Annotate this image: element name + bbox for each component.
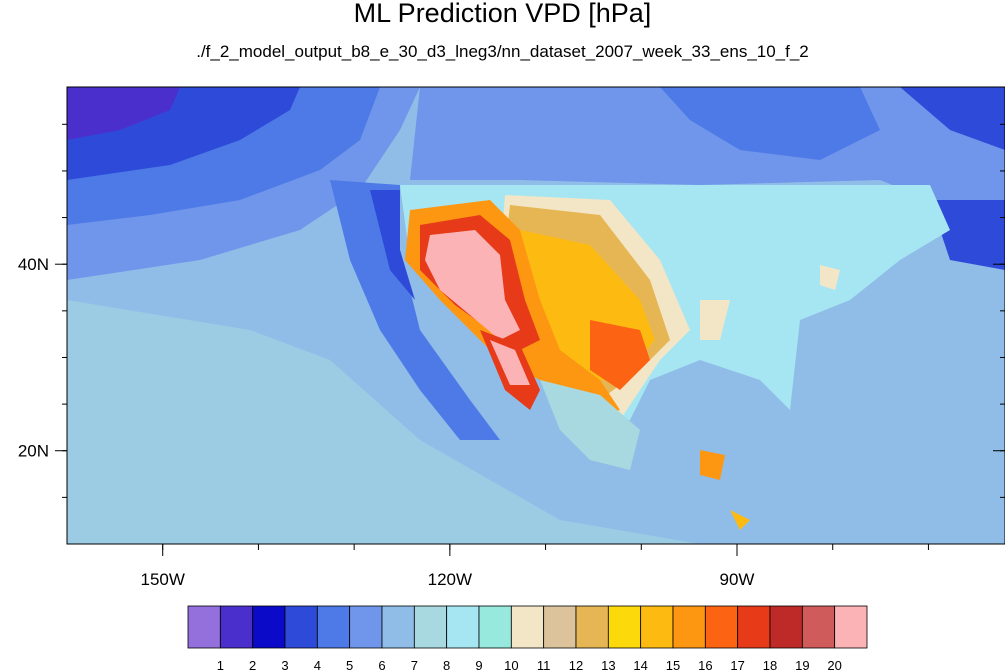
colorbar-swatch <box>801 605 836 649</box>
colorbar-label: 19 <box>795 658 809 672</box>
lon-tick-label: 120W <box>428 570 472 589</box>
colorbar-swatch <box>672 605 706 649</box>
colorbar-swatch <box>575 605 609 649</box>
map-axes: 150W 120W 90W 40N 20N <box>18 123 1005 589</box>
colorbar-label: 9 <box>475 658 482 672</box>
colorbar-label: 4 <box>314 658 321 672</box>
field-atlantic <box>930 200 1005 270</box>
field-coast-strip <box>330 180 500 440</box>
colorbar-swatch <box>381 605 415 649</box>
colorbar-swatch <box>252 605 286 649</box>
field-texas-hot <box>590 320 650 390</box>
colorbar-label: 5 <box>346 658 353 672</box>
colorbar-label: 2 <box>249 658 256 672</box>
colorbar-label: 11 <box>537 658 551 672</box>
colorbar: 1 2 3 4 5 6 7 8 9 10 11 12 13 14 15 16 17 18 19 20 <box>187 605 868 672</box>
colorbar-swatch <box>316 605 351 649</box>
colorbar-swatch <box>187 605 221 649</box>
field-sw-20 <box>425 230 520 340</box>
field-n-pacific-4 <box>67 87 180 140</box>
lat-tick-label: 40N <box>18 255 49 274</box>
vpd-field <box>67 87 1005 544</box>
colorbar-swatch <box>769 605 803 649</box>
colorbar-swatch <box>478 605 512 649</box>
colorbar-label: 16 <box>698 658 712 672</box>
colorbar-swatch <box>737 605 771 649</box>
colorbar-swatch <box>607 605 642 649</box>
field-tropics <box>67 300 700 544</box>
colorbar-swatch <box>543 605 577 649</box>
colorbar-swatch <box>349 605 383 649</box>
colorbar-label: 7 <box>411 658 418 672</box>
field-se-1 <box>700 300 730 340</box>
map-frame <box>66 86 1005 545</box>
colorbar-swatch <box>219 605 254 649</box>
colorbar-label: 20 <box>827 658 841 672</box>
colorbar-label: 18 <box>763 658 777 672</box>
colorbar-swatch <box>704 605 739 649</box>
colorbar-label: 6 <box>378 658 385 672</box>
field-coast-strip-2 <box>370 190 415 300</box>
colorbar-swatch <box>284 605 318 649</box>
field-canada-3 <box>900 87 1005 150</box>
colorbar-label: 10 <box>504 658 518 672</box>
colorbar-label: 15 <box>666 658 680 672</box>
colorbar-label: 14 <box>633 658 647 672</box>
field-yucatan <box>700 450 725 480</box>
colorbar-label: 13 <box>601 658 615 672</box>
lon-tick-label: 150W <box>141 570 185 589</box>
colorbar-swatch <box>510 605 545 649</box>
colorbar-label: 3 <box>281 658 288 672</box>
lat-tick-label: 20N <box>18 442 49 461</box>
colorbar-label: 8 <box>443 658 450 672</box>
colorbar-swatch <box>834 605 868 649</box>
colorbar-swatch <box>413 605 448 649</box>
colorbar-label: 1 <box>217 658 224 672</box>
chart-title: ML Prediction VPD [hPa] <box>353 0 652 28</box>
field-canada-2 <box>660 87 880 160</box>
chart-subtitle: ./f_2_model_output_b8_e_30_d3_lneg3/nn_d… <box>196 42 809 61</box>
lon-tick-label: 90W <box>720 570 755 589</box>
field-mexico <box>540 380 640 470</box>
colorbar-swatch <box>640 605 674 649</box>
colorbar-label: 12 <box>569 658 583 672</box>
colorbar-swatch <box>446 605 480 649</box>
colorbar-label: 17 <box>730 658 744 672</box>
field-centam <box>730 510 750 530</box>
field-ne-1 <box>820 265 840 290</box>
field-baja-core <box>490 340 530 385</box>
